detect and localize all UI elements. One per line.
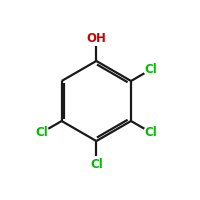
Text: Cl: Cl (145, 63, 157, 76)
Text: Cl: Cl (35, 126, 48, 139)
Text: Cl: Cl (90, 158, 103, 171)
Text: Cl: Cl (145, 126, 157, 139)
Text: OH: OH (86, 32, 106, 45)
